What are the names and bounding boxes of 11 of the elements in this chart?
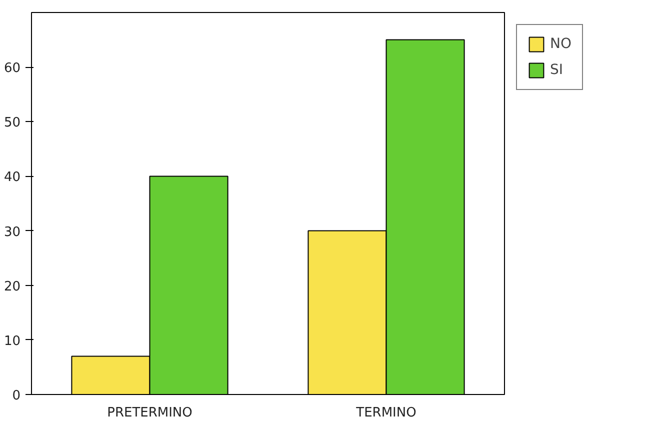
y-tick-label: 10: [4, 334, 21, 349]
y-tick-label: 30: [4, 224, 21, 240]
legend-label: SI: [550, 62, 564, 78]
x-tick-label: PRETERMINO: [107, 406, 192, 420]
y-tick-label: 40: [4, 170, 21, 186]
y-tick-label: 20: [4, 279, 21, 294]
x-tick-label: TERMINO: [355, 406, 416, 420]
y-tick-label: 0: [12, 388, 21, 404]
y-tick-label: 60: [4, 61, 21, 76]
legend-label: NO: [550, 36, 572, 52]
y-tick-label: 50: [4, 116, 21, 131]
